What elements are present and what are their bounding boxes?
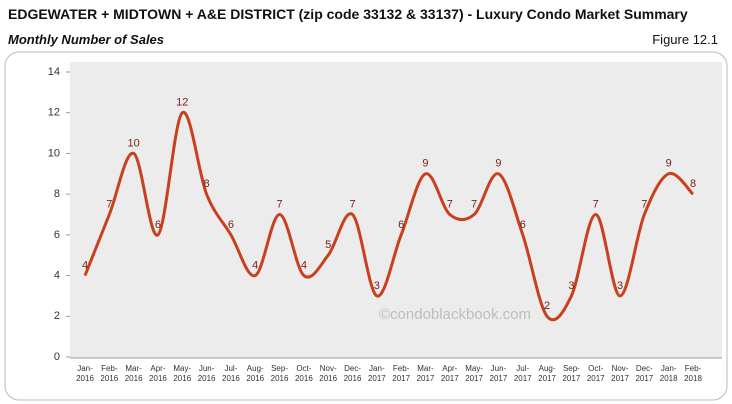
x-tick-label: May-2017	[465, 364, 483, 383]
x-tick-label: Sep-2017	[562, 364, 581, 383]
data-label: 8	[690, 178, 696, 190]
y-tick-label: 12	[48, 107, 60, 119]
y-tick-label: 14	[48, 66, 60, 78]
data-label: 4	[301, 259, 307, 271]
chart-subtitle: Monthly Number of Sales	[8, 32, 165, 47]
data-label: 2	[544, 300, 550, 312]
data-label: 7	[471, 198, 477, 210]
x-tick-label: Jan-2017	[367, 364, 386, 383]
x-tick-label: Aug-2016	[246, 364, 265, 383]
x-tick-label: Mar-2016	[124, 364, 143, 383]
x-tick-label: Oct-2016	[294, 364, 313, 383]
data-label: 7	[593, 198, 599, 210]
data-label: 4	[82, 259, 88, 271]
data-label: 4	[252, 259, 258, 271]
plot-area	[70, 62, 722, 358]
data-label: 7	[447, 198, 453, 210]
y-tick-label: 10	[48, 147, 60, 159]
x-tick-label: Jun-2017	[489, 364, 508, 383]
data-label: 7	[349, 198, 355, 210]
x-tick-label: Dec-2016	[343, 364, 362, 383]
figure-label: Figure 12.1	[652, 32, 718, 47]
x-tick-label: Sep-2016	[270, 364, 289, 383]
y-tick-label: 6	[54, 229, 60, 241]
x-tick-label: Jan-2018	[659, 364, 678, 383]
x-tick-label: Oct-2017	[586, 364, 605, 383]
y-tick-label: 8	[54, 188, 60, 200]
x-tick-label: Feb-2018	[684, 364, 702, 383]
y-tick-label: 2	[54, 310, 60, 322]
x-tick-label: Jun-2016	[197, 364, 216, 383]
data-label: 6	[155, 219, 161, 231]
data-label: 3	[617, 280, 623, 292]
x-tick-label: Apr-2017	[440, 364, 459, 383]
data-label: 10	[128, 137, 140, 149]
x-tick-label: Mar-2017	[416, 364, 435, 383]
data-label: 7	[106, 198, 112, 210]
data-label: 6	[228, 219, 234, 231]
data-label: 9	[422, 158, 428, 170]
x-tick-label: Apr-2016	[149, 364, 167, 383]
page-title: EDGEWATER + MIDTOWN + A&E DISTRICT (zip …	[8, 6, 688, 22]
data-label: 3	[568, 280, 574, 292]
data-label: 6	[520, 219, 526, 231]
data-label: 7	[641, 198, 647, 210]
data-label: 12	[176, 97, 188, 109]
x-tick-label: Feb-2017	[392, 364, 411, 383]
x-tick-label: Jan-2016	[76, 364, 94, 383]
data-label: 3	[374, 280, 380, 292]
data-label: 6	[398, 219, 404, 231]
x-tick-label: Jul-2016	[222, 364, 240, 383]
x-tick-label: Dec-2017	[635, 364, 654, 383]
x-tick-label: Nov-2016	[319, 364, 338, 383]
x-tick-label: May-2016	[173, 364, 192, 383]
data-label: 5	[325, 239, 331, 251]
data-line	[83, 111, 695, 322]
data-label: 9	[495, 158, 501, 170]
x-tick-label: Feb-2016	[100, 364, 119, 383]
data-label: 9	[666, 158, 672, 170]
data-label: 7	[276, 198, 282, 210]
y-tick-label: 4	[54, 269, 60, 281]
x-tick-label: Jul-2017	[513, 364, 532, 383]
x-tick-label: Nov-2017	[611, 364, 629, 383]
data-label: 8	[204, 178, 210, 190]
x-tick-label: Aug-2017	[538, 364, 556, 383]
watermark: ©condoblackbook.com	[379, 306, 531, 323]
y-tick-label: 0	[54, 351, 60, 363]
